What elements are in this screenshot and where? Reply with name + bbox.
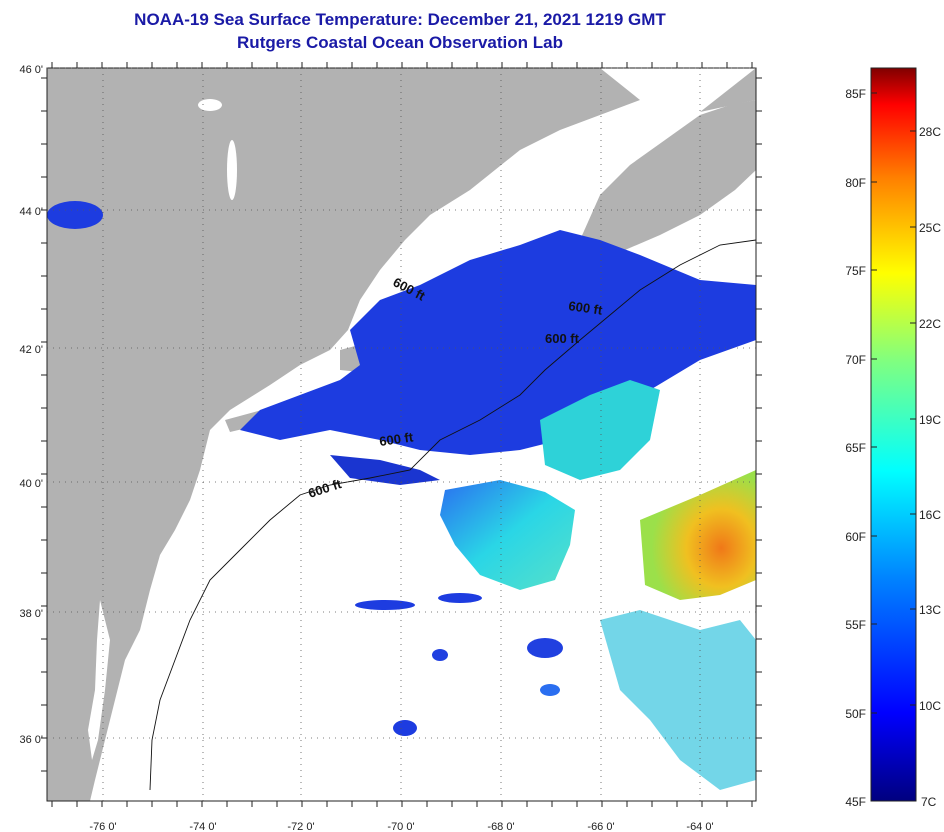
- sst-blob: [355, 600, 415, 610]
- fahrenheit-label: 65F: [845, 441, 866, 455]
- inland-lake-ontario: [47, 201, 103, 229]
- sst-blob: [527, 638, 563, 658]
- sst-blob: [393, 720, 417, 736]
- colorbar: [870, 67, 917, 802]
- celsius-label: 22C: [919, 317, 941, 331]
- celsius-label: 19C: [919, 413, 941, 427]
- lat-label: 42 0': [19, 344, 43, 356]
- lon-label: -74 0': [189, 821, 216, 832]
- map-title: NOAA-19 Sea Surface Temperature: Decembe…: [134, 10, 666, 29]
- sst-blob: [432, 649, 448, 661]
- sst-warm-gulf-stream: [640, 470, 756, 600]
- celsius-label: 25C: [919, 221, 941, 235]
- map-subtitle: Rutgers Coastal Ocean Observation Lab: [237, 33, 563, 52]
- lon-label: -64 0': [686, 821, 713, 832]
- land-northeast-us: [47, 68, 640, 801]
- sst-mid-offshore: [540, 380, 660, 480]
- fahrenheit-label: 75F: [845, 264, 866, 278]
- inland-lake: [198, 99, 222, 111]
- lon-label: -76 0': [89, 821, 116, 832]
- sst-cold-shelf: [330, 455, 440, 485]
- celsius-label: 7C: [921, 795, 937, 809]
- fahrenheit-label: 45F: [845, 795, 866, 809]
- colorbar-ticks-right: [910, 130, 916, 706]
- chesapeake-bay: [88, 600, 110, 760]
- fahrenheit-label: 50F: [845, 707, 866, 721]
- colorbar-fahrenheit-labels: 85F 80F 75F 70F 65F 60F 55F 50F 45F: [845, 87, 866, 809]
- lon-label: -66 0': [587, 821, 614, 832]
- fahrenheit-label: 85F: [845, 87, 866, 101]
- lat-label: 46 0': [19, 64, 43, 76]
- contour-label: 600 ft: [568, 298, 604, 318]
- tick-marks: [41, 62, 762, 807]
- land-nova-scotia: [580, 100, 756, 255]
- lat-label: 36 0': [19, 734, 43, 746]
- fahrenheit-label: 80F: [845, 176, 866, 190]
- lat-label: 44 0': [19, 206, 43, 218]
- land-cape-breton: [700, 68, 756, 112]
- latitude-labels: 46 0' 44 0' 42 0' 40 0' 38 0' 36 0': [19, 64, 43, 746]
- lon-label: -68 0': [487, 821, 514, 832]
- fahrenheit-label: 70F: [845, 353, 866, 367]
- sst-mid-scattered: [600, 610, 756, 790]
- lat-label: 40 0': [19, 478, 43, 490]
- fahrenheit-label: 55F: [845, 618, 866, 632]
- lat-label: 38 0': [19, 608, 43, 620]
- lon-label: -72 0': [287, 821, 314, 832]
- sst-blob: [540, 684, 560, 696]
- contour-label: 600 ft: [545, 331, 580, 346]
- celsius-label: 28C: [919, 125, 941, 139]
- celsius-label: 13C: [919, 603, 941, 617]
- contour-label: 600 ft: [378, 429, 414, 449]
- fahrenheit-label: 60F: [845, 530, 866, 544]
- graticule: [47, 67, 756, 801]
- sst-blob: [438, 593, 482, 603]
- sst-mid-slope-water: [440, 480, 575, 590]
- colorbar-celsius-labels: 28C 25C 22C 19C 16C 13C 10C 7C: [919, 125, 941, 809]
- longitude-labels: -76 0' -74 0' -72 0' -70 0' -68 0' -66 0…: [89, 821, 713, 832]
- isobath-600ft: [149, 239, 756, 791]
- lon-label: -70 0': [387, 821, 414, 832]
- celsius-label: 16C: [919, 508, 941, 522]
- celsius-label: 10C: [919, 699, 941, 713]
- inland-lake: [227, 140, 237, 200]
- colorbar-ticks-left: [871, 92, 877, 714]
